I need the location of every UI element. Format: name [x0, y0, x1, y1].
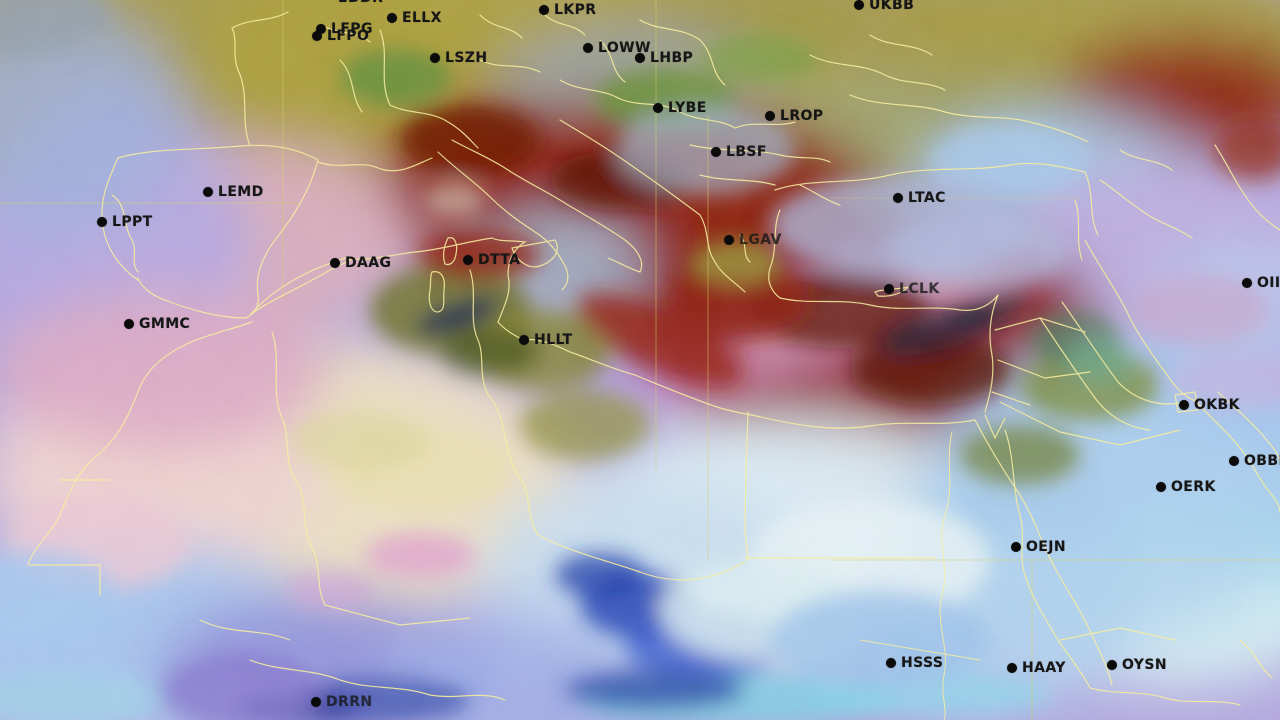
- station-LFPO: LFPO: [312, 28, 369, 44]
- station-code: GMMC: [139, 316, 191, 332]
- station-LPPT: LPPT: [97, 214, 153, 230]
- station-code: LCLK: [899, 281, 940, 297]
- station-LHBP: LHBP: [635, 50, 693, 66]
- station-dot: [387, 13, 397, 23]
- station-DTTA: DTTA: [463, 252, 520, 268]
- station-dot: [583, 43, 593, 53]
- station-code: HLLT: [534, 332, 573, 348]
- station-dot: [854, 0, 864, 10]
- station-HAAY: HAAY: [1007, 660, 1066, 676]
- station-dot: [330, 258, 340, 268]
- station-dot: [1242, 278, 1252, 288]
- country-borders: [27, 11, 1280, 720]
- station-code: LPPT: [112, 214, 153, 230]
- station-code: LHBP: [650, 50, 694, 66]
- station-OIII: OIII: [1242, 275, 1280, 291]
- station-LFPG: LFPG: [316, 21, 373, 37]
- station-code: HSSS: [901, 655, 944, 671]
- station-dot: [519, 335, 529, 345]
- station-code: LYBE: [668, 100, 707, 116]
- station-code: OEJN: [1026, 539, 1066, 555]
- station-code: UKBB: [869, 0, 915, 13]
- station-code: LBSF: [726, 144, 767, 160]
- station-UKBB: UKBB: [854, 0, 914, 13]
- station-code: LOWW: [598, 40, 651, 56]
- station-code: LKPR: [554, 2, 597, 18]
- station-code: LTAC: [908, 190, 946, 206]
- station-OBBI: OBBI: [1229, 453, 1280, 469]
- station-LEMD: LEMD: [203, 184, 264, 200]
- station-dot: [97, 217, 107, 227]
- station-GMMC: GMMC: [124, 316, 190, 332]
- station-LROP: LROP: [765, 108, 823, 124]
- station-code: DAAG: [345, 255, 392, 271]
- station-dot: [316, 24, 326, 34]
- station-code: OERK: [1171, 479, 1216, 495]
- station-LSZH: LSZH: [430, 50, 487, 66]
- station-HSSS: HSSS: [886, 655, 943, 671]
- station-dot: [124, 319, 134, 329]
- station-code: LROP: [780, 108, 824, 124]
- station-dot: [311, 697, 321, 707]
- station-code: DTTA: [478, 252, 521, 268]
- station-dot: [1007, 663, 1017, 673]
- station-LOWW: LOWW: [583, 40, 651, 56]
- station-LTAC: LTAC: [893, 190, 946, 206]
- station-OYSN: OYSN: [1107, 657, 1167, 673]
- station-OKBK: OKBK: [1179, 397, 1240, 413]
- station-EDDR: EDDR: [333, 0, 383, 6]
- station-dot: [1229, 456, 1239, 466]
- station-code: LSZH: [445, 50, 488, 66]
- station-dot: [312, 31, 322, 41]
- station-dot: [203, 187, 213, 197]
- station-dot: [539, 5, 549, 15]
- station-dot: [765, 111, 775, 121]
- station-code: LGAV: [739, 232, 782, 248]
- station-LYBE: LYBE: [653, 100, 707, 116]
- station-dot: [653, 103, 663, 113]
- station-code: OBBI: [1244, 453, 1280, 469]
- station-dot: [711, 147, 721, 157]
- station-LBSF: LBSF: [711, 144, 767, 160]
- station-dot: [1179, 400, 1189, 410]
- station-code: DRRN: [326, 694, 373, 710]
- station-code: ELLX: [402, 10, 442, 26]
- station-dot: [430, 53, 440, 63]
- station-LGAV: LGAV: [724, 232, 782, 248]
- station-code: OKBK: [1194, 397, 1240, 413]
- station-ELLX: ELLX: [387, 10, 442, 26]
- station-dot: [886, 658, 896, 668]
- station-DAAG: DAAG: [330, 255, 391, 271]
- station-dot: [884, 284, 894, 294]
- station-code: HAAY: [1022, 660, 1066, 676]
- station-dot: [1011, 542, 1021, 552]
- station-code: LFPO: [327, 28, 370, 44]
- station-dot: [1156, 482, 1166, 492]
- station-DRRN: DRRN: [311, 694, 373, 710]
- station-dot: [463, 255, 473, 265]
- station-code: OYSN: [1122, 657, 1167, 673]
- station-dot: [1107, 660, 1117, 670]
- station-HLLT: HLLT: [519, 332, 572, 348]
- station-LCLK: LCLK: [884, 281, 940, 297]
- station-code: LFPG: [331, 21, 373, 37]
- station-OERK: OERK: [1156, 479, 1216, 495]
- station-LKPR: LKPR: [539, 2, 596, 18]
- station-code: OIII: [1257, 275, 1280, 291]
- station-dot: [893, 193, 903, 203]
- station-dot: [635, 53, 645, 63]
- station-code: EDDR: [338, 0, 383, 6]
- station-OEJN: OEJN: [1011, 539, 1066, 555]
- station-dot: [724, 235, 734, 245]
- station-code: LEMD: [218, 184, 264, 200]
